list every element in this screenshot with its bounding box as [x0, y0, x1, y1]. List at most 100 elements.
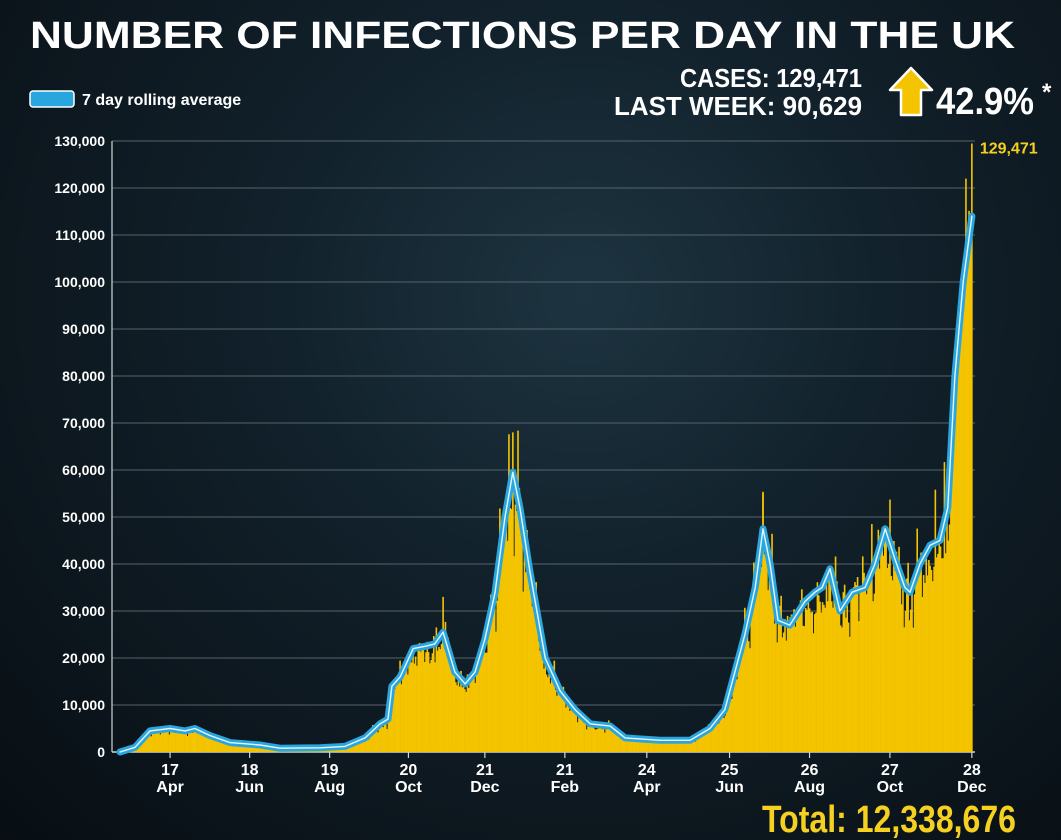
x-tick-month: Aug	[794, 779, 825, 796]
daily-bar	[823, 604, 825, 752]
daily-bar	[429, 663, 431, 752]
daily-bar	[576, 722, 579, 752]
daily-bar	[465, 691, 467, 752]
daily-bar	[233, 743, 235, 752]
daily-bar	[408, 655, 410, 752]
daily-bar	[536, 618, 539, 752]
daily-bar	[467, 687, 470, 752]
daily-bar	[845, 617, 847, 752]
daily-bar	[434, 662, 436, 752]
daily-bar	[926, 575, 929, 752]
daily-bar	[155, 731, 158, 752]
daily-bar	[571, 702, 574, 752]
grid	[111, 140, 975, 753]
daily-bar	[449, 658, 452, 752]
daily-bars	[120, 143, 973, 753]
daily-bar	[486, 652, 488, 752]
daily-bar	[666, 739, 668, 752]
daily-bar	[569, 710, 571, 752]
daily-bar	[198, 732, 200, 752]
daily-bar	[352, 743, 355, 752]
daily-bar	[255, 745, 258, 752]
daily-bar	[388, 711, 391, 752]
daily-bar	[807, 596, 810, 752]
daily-bar	[570, 704, 572, 752]
daily-bar	[355, 740, 357, 752]
y-tick-label: 120,000	[54, 180, 105, 196]
daily-bar	[881, 527, 884, 752]
daily-bar	[574, 705, 576, 752]
daily-bar	[744, 607, 746, 752]
daily-bar	[541, 647, 544, 752]
daily-bar	[861, 556, 864, 752]
daily-bar	[876, 558, 878, 752]
y-axis: 0 10,000 20,000 30,000 40,000 50,000 60,000 70,…	[54, 133, 105, 760]
daily-bar	[254, 744, 256, 752]
daily-bar	[955, 359, 957, 752]
daily-bar	[860, 590, 863, 752]
daily-bar	[688, 740, 690, 752]
daily-bar	[383, 717, 386, 752]
daily-bar	[859, 586, 861, 752]
daily-bar	[864, 581, 867, 752]
daily-bar	[698, 733, 701, 752]
daily-bar	[943, 462, 946, 752]
daily-bar	[168, 734, 171, 752]
daily-bar	[534, 599, 536, 752]
daily-bar	[705, 730, 707, 752]
daily-bar	[518, 488, 521, 752]
daily-bar	[212, 738, 215, 752]
daily-bar	[773, 623, 776, 752]
daily-bar	[357, 740, 360, 752]
daily-bar	[181, 727, 184, 752]
daily-bar	[142, 738, 145, 752]
daily-bar	[362, 736, 365, 752]
daily-bar	[637, 740, 640, 752]
daily-bar	[477, 664, 479, 752]
daily-bar	[401, 677, 404, 752]
daily-bar	[162, 726, 164, 752]
daily-bar	[527, 577, 530, 752]
daily-bar	[396, 679, 399, 752]
daily-bar	[522, 591, 525, 752]
daily-bar	[431, 653, 434, 752]
daily-bar	[908, 620, 911, 752]
daily-bar	[206, 735, 208, 752]
daily-bar	[188, 732, 190, 752]
daily-bar	[173, 732, 176, 752]
x-tick-month: Dec	[470, 779, 499, 796]
daily-bar	[425, 652, 427, 752]
daily-bar	[539, 650, 541, 752]
daily-bar	[785, 640, 788, 752]
daily-bar-peak	[512, 432, 514, 752]
daily-bar	[423, 662, 426, 752]
daily-bar	[663, 738, 666, 752]
daily-bar	[159, 734, 162, 752]
daily-bar	[353, 742, 356, 752]
daily-bar	[934, 489, 937, 752]
daily-bar	[924, 582, 926, 752]
daily-bar	[702, 734, 705, 752]
daily-bar	[405, 663, 408, 752]
daily-bar	[907, 562, 909, 752]
daily-bar	[584, 722, 587, 752]
daily-bar	[143, 737, 146, 752]
daily-bar	[563, 691, 566, 752]
daily-bar	[579, 713, 582, 752]
daily-bar	[169, 727, 172, 752]
daily-bar	[191, 732, 194, 752]
daily-bar	[904, 610, 907, 752]
daily-bar	[583, 722, 585, 752]
daily-bar	[602, 727, 605, 752]
daily-bar	[138, 743, 141, 752]
daily-bar	[662, 740, 664, 752]
daily-bar	[917, 570, 920, 752]
daily-bar	[558, 689, 561, 752]
daily-bar	[364, 738, 366, 752]
daily-bar	[373, 729, 375, 752]
daily-bar	[368, 739, 370, 752]
x-tick-day: 21	[556, 762, 574, 779]
daily-bar	[885, 536, 887, 752]
daily-bar	[681, 740, 684, 752]
